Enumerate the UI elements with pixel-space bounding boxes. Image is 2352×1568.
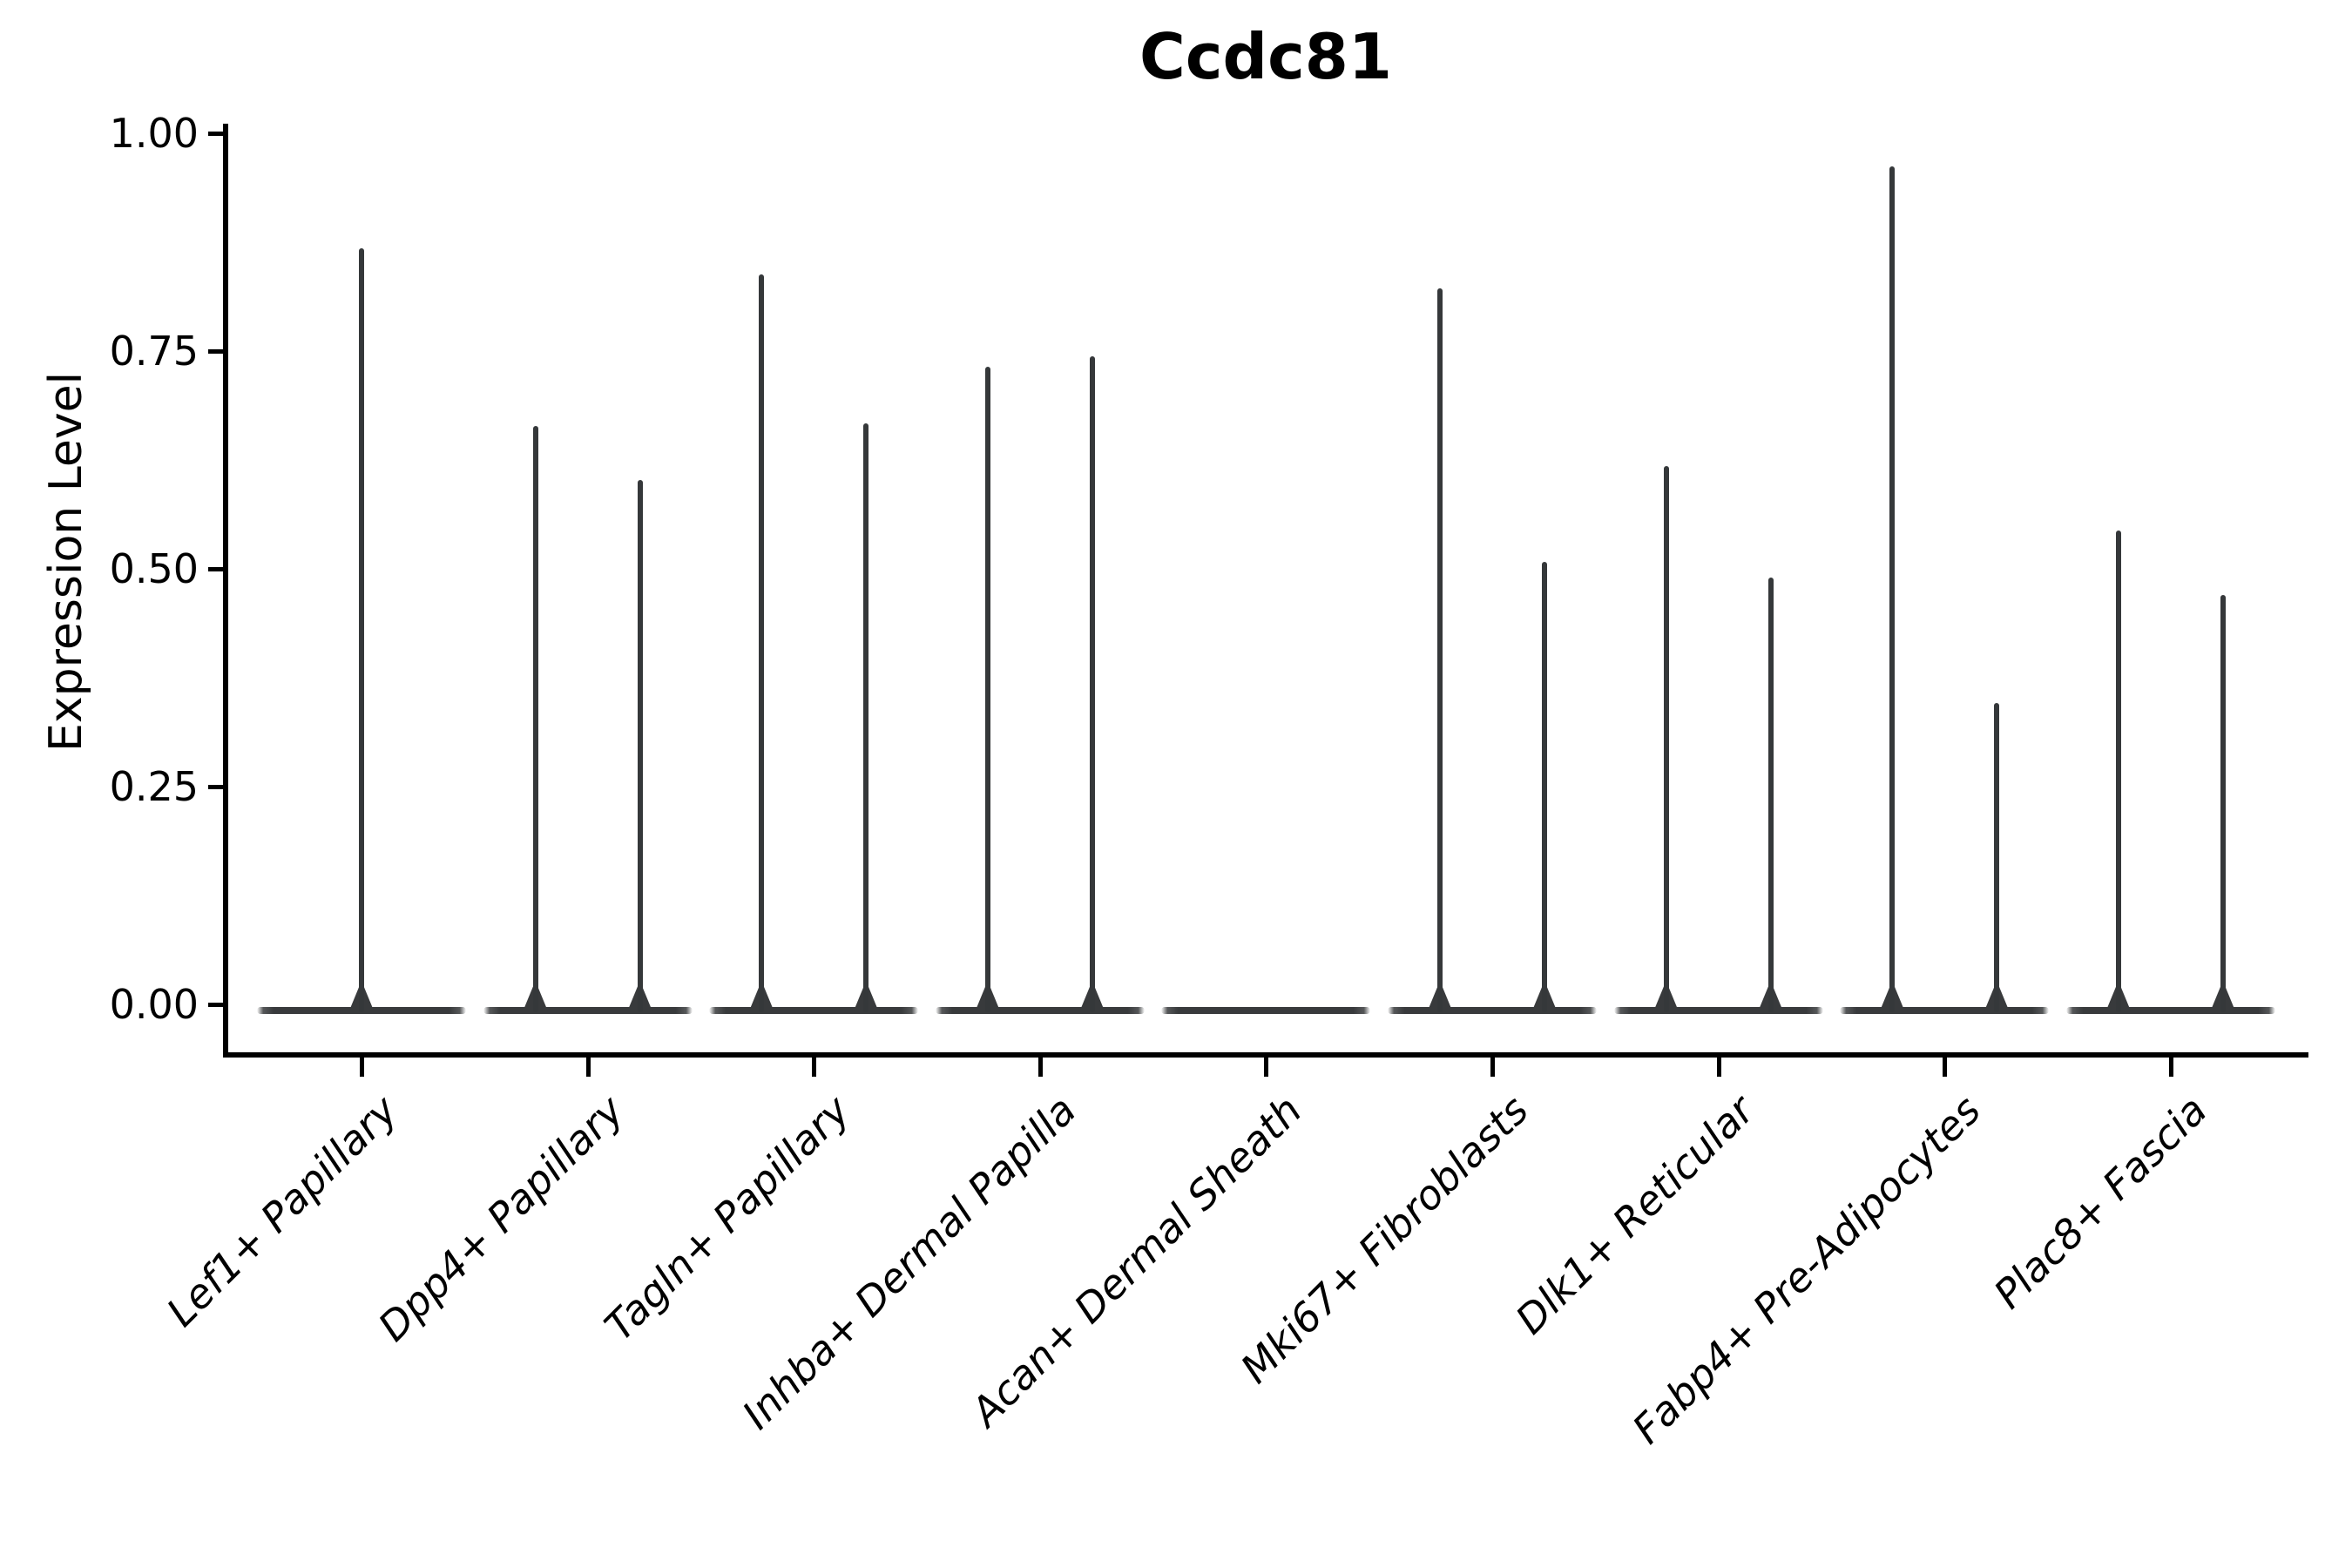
x-tick-mark	[2168, 1058, 2173, 1077]
violin-spike	[984, 367, 990, 1012]
x-tick-label: Lef1+ Papillary	[157, 1086, 407, 1336]
y-tick-label: 1.00	[109, 110, 199, 157]
violin-base	[1613, 1007, 1823, 1014]
x-tick-mark	[1490, 1058, 1495, 1077]
violin-spike	[532, 426, 538, 1012]
violin-spike	[759, 274, 765, 1012]
x-tick-label: Dpp4+ Papillary	[368, 1086, 632, 1350]
x-tick-label: Plac8+ Fascia	[1984, 1086, 2216, 1318]
x-tick-mark	[1943, 1058, 1948, 1077]
violin-spike	[1767, 578, 1774, 1012]
violin-spike	[1889, 166, 1896, 1012]
violin-base	[709, 1007, 919, 1014]
violin-base	[2065, 1007, 2275, 1014]
chart-title: Ccdc81	[1139, 20, 1392, 93]
x-tick-mark	[812, 1058, 817, 1077]
x-tick-label: Dlk1+ Reticular	[1506, 1086, 1763, 1343]
y-tick-mark	[208, 132, 223, 136]
violin-base	[935, 1007, 1145, 1014]
violin-spike	[1437, 288, 1443, 1012]
y-tick-label: 0.75	[109, 328, 199, 375]
violin-spike	[1089, 356, 1095, 1012]
violin-base	[1388, 1007, 1597, 1014]
violin-base	[483, 1007, 693, 1014]
y-tick-label: 0.25	[109, 763, 199, 810]
violin-spike	[1542, 562, 1547, 1012]
x-tick-mark	[1716, 1058, 1721, 1077]
y-tick-mark	[208, 1003, 223, 1007]
violin-spike	[1663, 466, 1669, 1012]
x-tick-mark	[1264, 1058, 1269, 1077]
y-tick-label: 0.00	[109, 981, 199, 1028]
violin-base	[1840, 1007, 2050, 1014]
violin-spike	[637, 480, 643, 1012]
x-tick-mark	[585, 1058, 591, 1077]
violin-spike	[1994, 703, 2000, 1012]
y-tick-mark	[208, 349, 223, 354]
y-tick-mark	[208, 785, 223, 789]
violin-spike	[2115, 531, 2121, 1012]
violin-spike	[2220, 595, 2226, 1012]
violin-base	[1161, 1007, 1371, 1014]
left-spine	[223, 124, 228, 1058]
x-tick-label: Tagln+ Papillary	[595, 1086, 859, 1350]
y-tick-mark	[208, 567, 223, 571]
x-tick-mark	[1037, 1058, 1043, 1077]
violin-spike	[863, 423, 869, 1012]
bottom-spine	[223, 1052, 2308, 1058]
y-tick-label: 0.50	[109, 545, 199, 592]
violin-spike	[359, 248, 364, 1012]
x-tick-mark	[360, 1058, 364, 1077]
